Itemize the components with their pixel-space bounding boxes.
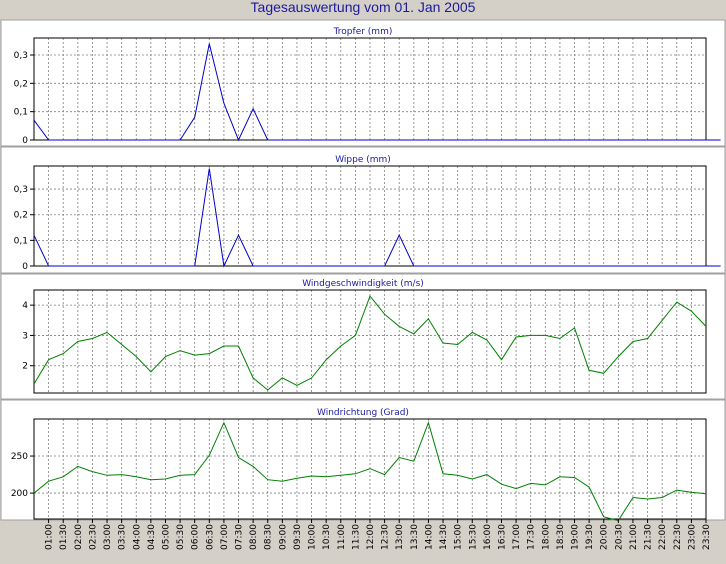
y-tick-label: 0,2 [14, 211, 28, 221]
x-tick-label: 04:30 [147, 524, 157, 550]
x-tick-label: 15:00 [454, 524, 464, 550]
x-tick-label: 14:00 [424, 524, 434, 550]
x-tick-label: 23:00 [687, 524, 697, 550]
y-tick-label: 0,3 [14, 51, 28, 61]
x-tick-label: 21:00 [629, 524, 639, 550]
x-tick-label: 02:00 [74, 524, 84, 550]
x-tick-label: 19:00 [571, 524, 581, 550]
x-tick-label: 16:30 [497, 524, 507, 550]
y-tick-label: 0,3 [14, 185, 28, 195]
series-line-1 [33, 43, 721, 142]
x-tick-label: 13:30 [410, 524, 420, 550]
series-line-1 [33, 421, 707, 522]
x-tick-label: 08:00 [249, 524, 259, 550]
x-tick-label: 01:00 [45, 524, 55, 550]
y-tick-label: 250 [11, 452, 28, 462]
series-line-1 [33, 168, 721, 268]
x-tick-label: 10:30 [322, 524, 332, 550]
y-tick-label: 0 [22, 262, 28, 272]
y-tick-label: 2 [22, 362, 28, 372]
x-tick-label: 20:00 [600, 524, 610, 550]
panel-title: Windrichtung (Grad) [317, 408, 409, 418]
x-tick-label: 18:30 [556, 524, 566, 550]
panel-title: Tropfer (mm) [333, 27, 393, 37]
panel-background [0, 399, 726, 521]
x-tick-label: 11:00 [337, 524, 347, 550]
x-tick-label: 09:00 [278, 524, 288, 550]
x-tick-label: 12:00 [366, 524, 376, 550]
chart-panel-1: Tropfer (mm) 0 0,1 0,2 0,3 [0, 19, 726, 147]
x-tick-label: 04:00 [132, 524, 142, 550]
panel-title: Wippe (mm) [335, 155, 391, 165]
x-tick-label: 12:30 [381, 524, 391, 550]
x-tick-label: 05:30 [176, 524, 186, 550]
chart-panel-4: Windrichtung (Grad) 200 250 [0, 399, 726, 522]
x-tick-label: 03:00 [103, 524, 113, 550]
y-tick-label: 0,2 [14, 79, 28, 89]
x-tick-label: 14:30 [439, 524, 449, 550]
plot-frame [33, 289, 707, 394]
page-title: Tagesauswertung vom 01. Jan 2005 [250, 0, 476, 15]
chart-panel-2: Wippe (mm) 0 0,1 0,2 0,3 [0, 146, 726, 274]
y-tick-label: 4 [22, 301, 28, 311]
y-tick-label: 0,1 [14, 108, 28, 118]
panel-title: Windgeschwindigkeit (m/s) [302, 279, 424, 289]
x-tick-label: 16:00 [483, 524, 493, 550]
y-tick-label: 0,1 [14, 236, 28, 246]
x-tick-label: 06:00 [191, 524, 201, 550]
x-tick-label: 05:00 [161, 524, 171, 550]
x-tick-label: 01:30 [59, 524, 69, 550]
x-tick-label: 22:30 [673, 524, 683, 550]
x-tick-label: 21:30 [644, 524, 654, 550]
y-tick-label: 0 [22, 136, 28, 146]
x-tick-label: 07:30 [235, 524, 245, 550]
x-tick-label: 08:30 [264, 524, 274, 550]
y-tick-label: 200 [11, 489, 28, 499]
x-tick-label: 11:30 [351, 524, 361, 550]
x-axis: 01:00 01:30 02:00 02:30 03:00 03:30 04:00 04:30… [45, 519, 712, 550]
series-line-1 [33, 295, 707, 391]
x-tick-label: 17:00 [512, 524, 522, 550]
x-tick-label: 02:30 [88, 524, 98, 550]
x-tick-label: 09:30 [293, 524, 303, 550]
x-tick-label: 22:00 [658, 524, 668, 550]
chart-panel-3: Windgeschwindigkeit (m/s) 2 3 4 [0, 273, 726, 400]
panel-background [0, 273, 726, 400]
x-tick-label: 07:00 [220, 524, 230, 550]
x-tick-label: 19:30 [585, 524, 595, 550]
x-tick-label: 17:30 [527, 524, 537, 550]
x-tick-label: 20:30 [614, 524, 624, 550]
x-tick-label: 10:00 [308, 524, 318, 550]
x-tick-label: 15:30 [468, 524, 478, 550]
x-tick-label: 03:30 [118, 524, 128, 550]
x-tick-label: 13:00 [395, 524, 405, 550]
x-tick-label: 23:30 [702, 524, 712, 550]
x-tick-label: 06:30 [205, 524, 215, 550]
y-tick-label: 3 [22, 331, 28, 341]
x-tick-label: 18:00 [541, 524, 551, 550]
